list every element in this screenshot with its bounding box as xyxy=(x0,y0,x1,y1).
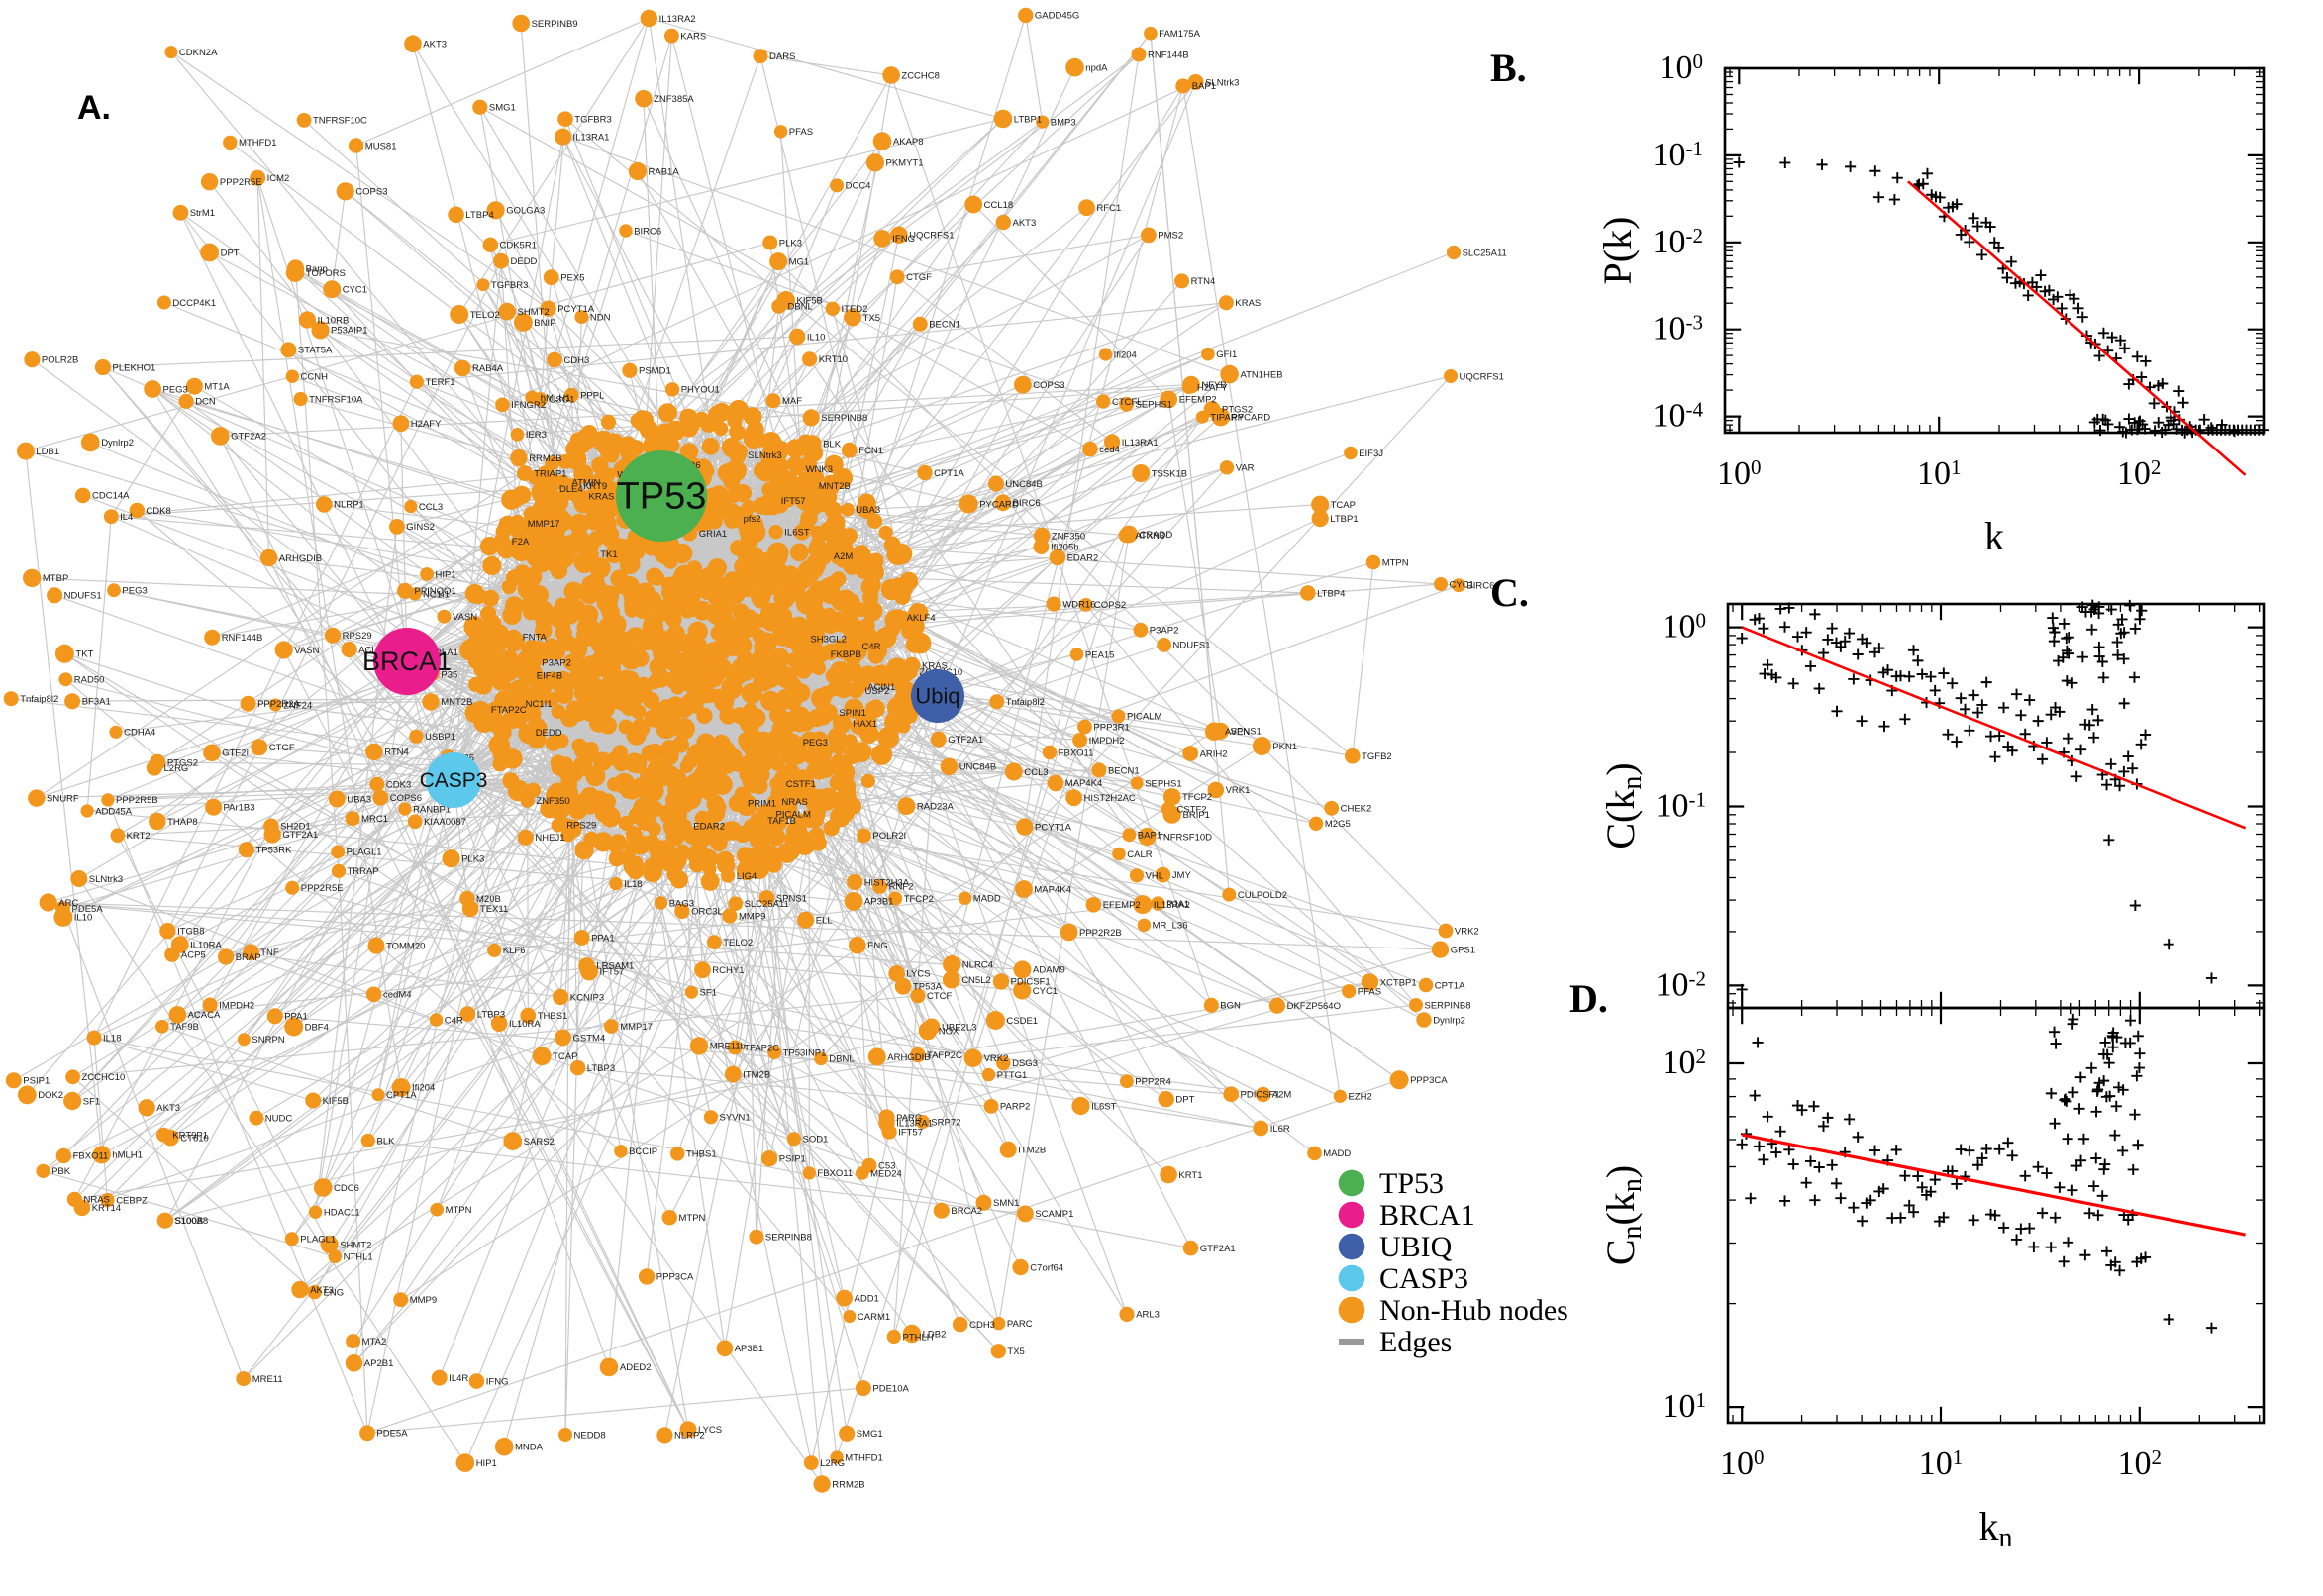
svg-text:TRRAP: TRRAP xyxy=(348,866,379,877)
svg-text:ICM2: ICM2 xyxy=(267,173,290,184)
svg-text:IL6ST: IL6ST xyxy=(1091,1101,1117,1112)
svg-text:IFNG: IFNG xyxy=(486,1376,509,1387)
svg-text:ZNF385A: ZNF385A xyxy=(654,94,694,105)
svg-text:EIF3J: EIF3J xyxy=(1359,449,1383,459)
svg-text:TK1: TK1 xyxy=(600,549,617,560)
svg-text:EZH2: EZH2 xyxy=(1349,1092,1372,1103)
svg-text:MADD: MADD xyxy=(973,894,1001,905)
svg-text:PCYT1A: PCYT1A xyxy=(1035,822,1072,833)
svg-text:EDAR2: EDAR2 xyxy=(1067,552,1099,563)
svg-text:TELO2: TELO2 xyxy=(470,310,500,321)
svg-text:STAT5A: STAT5A xyxy=(298,346,333,356)
svg-text:GOLGA3: GOLGA3 xyxy=(506,206,545,217)
svg-text:SLNtrk3: SLNtrk3 xyxy=(89,874,123,885)
svg-text:TX5: TX5 xyxy=(1007,1347,1024,1357)
svg-text:ITM2B: ITM2B xyxy=(1018,1146,1046,1156)
svg-text:AKLF4: AKLF4 xyxy=(907,613,936,624)
svg-text:TRIAP1: TRIAP1 xyxy=(534,468,566,479)
svg-text:RPS29: RPS29 xyxy=(343,631,372,642)
svg-text:EFEMP2: EFEMP2 xyxy=(1103,900,1141,911)
svg-text:IMPDH2: IMPDH2 xyxy=(1089,736,1125,747)
svg-text:ZCCHC10: ZCCHC10 xyxy=(82,1072,126,1083)
svg-text:DSG3: DSG3 xyxy=(1012,1058,1038,1069)
svg-text:CDK8: CDK8 xyxy=(146,506,170,517)
svg-text:UNC84B: UNC84B xyxy=(1005,479,1043,490)
svg-text:NLRC4: NLRC4 xyxy=(962,960,993,971)
svg-text:MMP17: MMP17 xyxy=(528,519,560,530)
svg-text:MTBP: MTBP xyxy=(43,573,68,584)
svg-text:DPT: DPT xyxy=(1175,1095,1194,1106)
svg-text:DCC4: DCC4 xyxy=(846,181,871,192)
svg-text:HDAC11: HDAC11 xyxy=(324,1208,360,1219)
svg-text:SMG1: SMG1 xyxy=(489,103,516,114)
svg-text:NDUFS1: NDUFS1 xyxy=(64,591,102,602)
svg-text:RCHY1: RCHY1 xyxy=(712,965,744,976)
